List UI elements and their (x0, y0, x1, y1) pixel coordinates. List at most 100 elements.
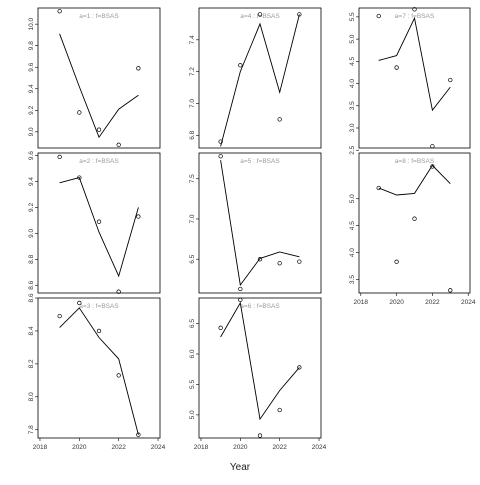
fitted-line (59, 177, 139, 278)
panel-frame (198, 7, 322, 149)
panel-frame (358, 152, 471, 294)
observed-point (116, 373, 121, 378)
observed-point (448, 77, 453, 83)
observed-point (136, 66, 141, 71)
x-tick-label: 2020 (72, 444, 87, 451)
panel-frame (198, 297, 322, 439)
panel-label: a=7 : f=BSAS (395, 13, 435, 20)
fitted-line (59, 307, 139, 435)
observed-point (77, 110, 82, 115)
y-tick-label: 7.2 (189, 67, 196, 76)
panel-label: a=4 : f=BSAS (240, 13, 280, 20)
x-tick-label: 2022 (425, 299, 440, 306)
observed-point (77, 175, 82, 180)
x-tick-label: 2018 (354, 299, 369, 306)
observed-point (116, 289, 121, 294)
observed-point (257, 433, 263, 438)
panel-label: a=2 : f=BSAS (79, 158, 119, 165)
y-tick-label: 7.0 (189, 99, 196, 108)
panel-label: a=1 : f=BSAS (79, 13, 119, 20)
observed-point (277, 407, 282, 413)
observed-point (96, 219, 102, 224)
observed-point (218, 154, 223, 159)
panel-label: a=3 : f=BSAS (79, 303, 119, 310)
y-tick-label: 9.2 (28, 105, 35, 114)
panel-frame (37, 297, 161, 439)
observed-point (136, 432, 141, 437)
x-tick-label: 2020 (233, 444, 248, 451)
observed-point (57, 313, 62, 319)
fitted-line (59, 33, 139, 139)
panel-frame (198, 152, 322, 294)
observed-point (277, 261, 282, 266)
fitted-line (220, 301, 300, 421)
observed-point (57, 9, 62, 14)
observed-point (376, 13, 381, 19)
panel-frame (37, 152, 161, 294)
y-tick-label: 9.0 (28, 127, 35, 136)
x-tick-label: 2024 (461, 299, 476, 306)
observed-point (218, 139, 223, 144)
observed-point (238, 63, 243, 68)
panel-frame (358, 7, 471, 149)
y-tick-label: 4.0 (349, 248, 356, 257)
x-tick-label: 2022 (272, 444, 287, 451)
y-tick-label: 6.0 (189, 349, 196, 358)
observed-point (238, 286, 243, 292)
panel-label: a=8 : f=BSAS (395, 158, 435, 165)
x-axis-title: Year (230, 462, 251, 473)
observed-point (96, 127, 102, 132)
y-tick-label: 2.5 (349, 145, 356, 154)
y-tick-label: 6.5 (189, 254, 196, 263)
fitted-line (220, 160, 300, 287)
x-tick-label: 2022 (111, 444, 126, 451)
y-tick-label: 8.6 (28, 293, 35, 302)
y-tick-label: 4.0 (349, 79, 356, 88)
y-tick-label: 4.5 (349, 221, 356, 230)
observed-point (57, 154, 62, 160)
y-tick-label: 8.4 (28, 326, 35, 335)
observed-point (430, 144, 435, 149)
y-tick-label: 3.5 (349, 275, 356, 284)
observed-point (257, 257, 263, 262)
y-tick-label: 3.5 (349, 101, 356, 110)
y-tick-label: 7.0 (189, 214, 196, 223)
y-tick-label: 10.0 (28, 17, 35, 30)
y-tick-label: 7.8 (28, 425, 35, 434)
y-tick-label: 5.0 (349, 34, 356, 43)
observed-point (412, 216, 417, 221)
y-tick-label: 6.8 (189, 130, 196, 139)
y-tick-label: 8.0 (28, 392, 35, 401)
observed-point (218, 325, 223, 330)
y-tick-label: 9.4 (28, 84, 35, 93)
fitted-line (378, 16, 451, 112)
observed-point (394, 65, 399, 70)
y-tick-label: 8.8 (28, 254, 35, 263)
observed-point (257, 12, 263, 17)
y-tick-label: 7.5 (189, 174, 196, 183)
observed-point (448, 288, 453, 293)
observed-point (376, 185, 381, 191)
observed-point (238, 297, 243, 302)
y-tick-label: 8.2 (28, 359, 35, 368)
y-tick-label: 9.8 (28, 41, 35, 50)
y-tick-label: 5.5 (189, 380, 196, 389)
observed-point (136, 214, 141, 219)
y-tick-label: 6.5 (189, 319, 196, 328)
y-tick-label: 7.4 (189, 35, 196, 44)
x-tick-label: 2020 (389, 299, 404, 306)
observed-point (297, 12, 302, 17)
y-tick-label: 9.4 (28, 177, 35, 186)
observed-point (394, 259, 399, 264)
y-tick-label: 5.0 (189, 410, 196, 419)
y-tick-label: 9.6 (28, 151, 35, 160)
y-tick-label: 9.0 (28, 228, 35, 237)
x-tick-label: 2024 (151, 444, 166, 451)
y-tick-label: 8.6 (28, 280, 35, 289)
y-tick-label: 4.5 (349, 56, 356, 65)
observed-point (412, 7, 417, 12)
y-tick-label: 5.0 (349, 194, 356, 203)
y-tick-label: 3.0 (349, 123, 356, 132)
